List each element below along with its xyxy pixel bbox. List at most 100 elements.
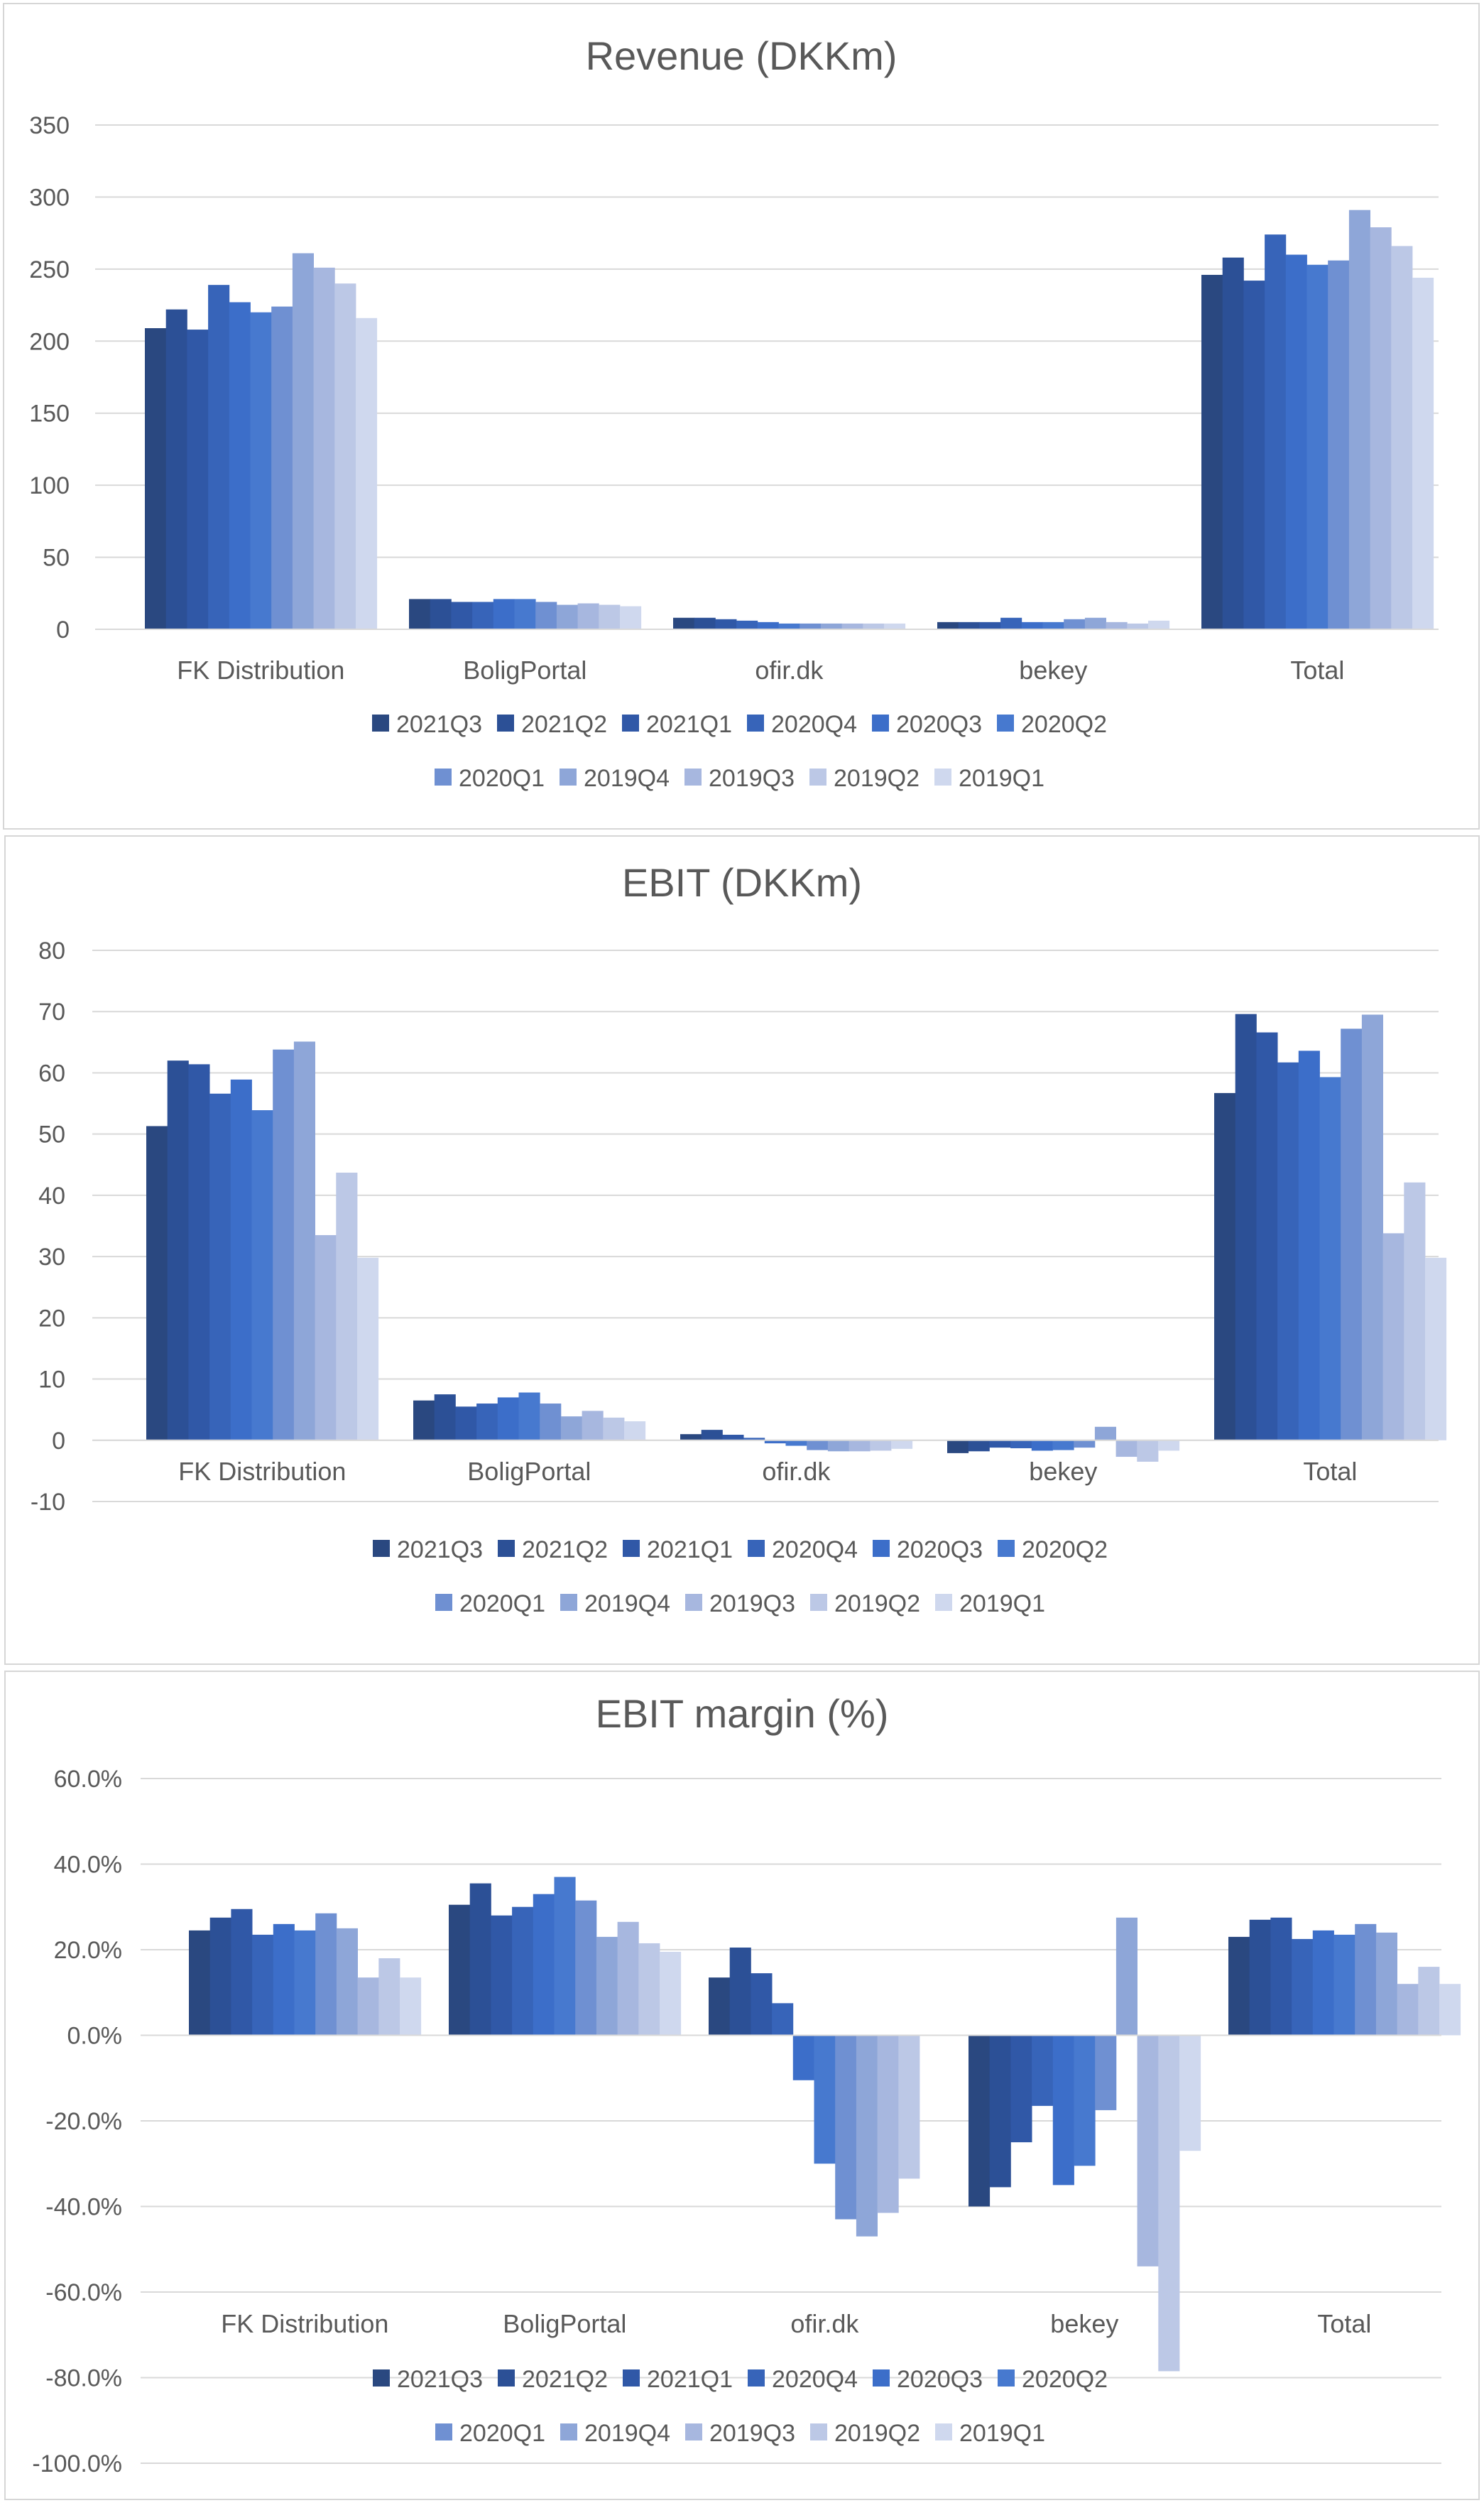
chart-title: Revenue (DKKm) <box>586 33 898 78</box>
bar-ofir-dk-2019Q3 <box>841 623 863 629</box>
bar-boligportal-2020Q4 <box>512 1906 534 2036</box>
bar-fk-distribution-2019Q2 <box>378 1958 400 2036</box>
bar-fk-distribution-2019Q2 <box>334 283 356 629</box>
bar-fk-distribution-2021Q2 <box>167 1060 189 1440</box>
bar-fk-distribution-2019Q3 <box>313 267 335 629</box>
bar-boligportal-2021Q2 <box>434 1394 456 1440</box>
bar-bekey-2021Q3 <box>937 621 959 629</box>
legend-item-2021Q1: 2021Q1 <box>623 1536 733 1563</box>
y-tick-label: -60.0% <box>45 2279 122 2306</box>
bar-bekey-2020Q4 <box>1010 1440 1032 1448</box>
bar-total-2020Q2 <box>1319 1077 1341 1440</box>
bar-total-2021Q3 <box>1214 1092 1236 1440</box>
bar-fk-distribution-2021Q3 <box>146 1126 168 1440</box>
bar-ofir-dk-2020Q2 <box>778 623 800 629</box>
y-tick-label: 350 <box>29 112 70 139</box>
legend-swatch <box>935 1594 952 1611</box>
legend-swatch <box>373 2369 390 2387</box>
bar-ofir-dk-2019Q3 <box>877 2035 899 2213</box>
legend-swatch <box>498 2369 515 2387</box>
bar-total-2019Q4 <box>1361 1014 1383 1440</box>
y-tick-label: 80 <box>38 938 65 965</box>
bar-bekey-2021Q1 <box>979 621 1001 629</box>
bar-total-2020Q4 <box>1277 1062 1299 1440</box>
legend-label: 2021Q2 <box>522 1536 608 1563</box>
bar-fk-distribution-2020Q3 <box>230 1079 252 1440</box>
bar-fk-distribution-2019Q2 <box>336 1172 358 1440</box>
category-label: Total <box>1303 1457 1357 1486</box>
bar-ofir-dk-2021Q3 <box>680 1434 702 1440</box>
y-tick-label: 0 <box>56 617 70 644</box>
bar-fk-distribution-2019Q3 <box>315 1234 337 1440</box>
bar-bekey-2019Q2 <box>1158 2035 1180 2372</box>
category-label: ofir.dk <box>755 656 824 685</box>
legend-item-2019Q3: 2019Q3 <box>685 2420 795 2447</box>
bar-ofir-dk-2020Q2 <box>814 2035 836 2164</box>
legend-label: 2020Q3 <box>897 2366 983 2393</box>
legend-swatch <box>372 715 389 732</box>
bar-boligportal-2019Q2 <box>603 1417 625 1440</box>
legend-label: 2019Q2 <box>834 2420 920 2447</box>
legend-label: 2020Q1 <box>459 2420 545 2447</box>
bar-total-2020Q3 <box>1285 254 1307 630</box>
bar-ofir-dk-2019Q1 <box>884 623 906 629</box>
bar-boligportal-2020Q1 <box>575 1900 597 2036</box>
legend-label: 2021Q2 <box>522 2366 608 2393</box>
legend-item-2021Q2: 2021Q2 <box>498 2366 608 2393</box>
bar-ofir-dk-2019Q2 <box>898 2035 920 2179</box>
bar-bekey-2020Q1 <box>1095 2035 1117 2110</box>
y-tick-label: 50 <box>38 1122 65 1149</box>
bar-fk-distribution-2019Q4 <box>292 253 314 629</box>
bar-boligportal-2021Q1 <box>451 602 473 629</box>
legend-item-2020Q1: 2020Q1 <box>435 2420 545 2447</box>
bar-ofir-dk-2021Q2 <box>729 1947 751 2036</box>
legend-item-2020Q4: 2020Q4 <box>748 2366 858 2393</box>
bar-fk-distribution-2019Q1 <box>357 1257 379 1440</box>
bar-total-2019Q3 <box>1370 227 1392 629</box>
bar-boligportal-2019Q2 <box>599 604 621 629</box>
legend-label: 2019Q2 <box>834 1590 920 1617</box>
y-tick-label: 40 <box>38 1183 65 1210</box>
bar-fk-distribution-2019Q1 <box>356 317 378 629</box>
y-tick-label: 0 <box>52 1428 65 1455</box>
legend-label: 2021Q3 <box>396 711 482 738</box>
bar-total-2019Q4 <box>1348 210 1370 630</box>
category-label: BoligPortal <box>463 656 586 685</box>
legend-swatch <box>623 1540 640 1557</box>
legend-label: 2021Q1 <box>647 2366 733 2393</box>
legend-item-2020Q3: 2020Q3 <box>872 711 982 738</box>
bar-total-2019Q2 <box>1418 1967 1440 2036</box>
bar-fk-distribution-2020Q4 <box>209 1093 231 1440</box>
legend-label: 2019Q4 <box>584 1590 670 1617</box>
y-tick-label: 20 <box>38 1305 65 1332</box>
legend-label: 2021Q2 <box>521 711 607 738</box>
bar-boligportal-2020Q3 <box>497 1397 519 1440</box>
bar-bekey-2019Q1 <box>1148 620 1170 629</box>
legend-label: 2020Q3 <box>896 711 982 738</box>
legend-swatch <box>809 769 826 786</box>
legend-item-2019Q2: 2019Q2 <box>809 765 920 792</box>
legend-item-2021Q3: 2021Q3 <box>373 2366 483 2393</box>
legend-item-2020Q4: 2020Q4 <box>748 1536 858 1563</box>
bar-total-2020Q3 <box>1298 1050 1320 1440</box>
bar-bekey-2020Q1 <box>1074 1440 1096 1448</box>
category-label: FK Distribution <box>177 656 344 685</box>
bar-fk-distribution-2021Q2 <box>209 1917 231 2036</box>
legend-item-2020Q3: 2020Q3 <box>873 1536 983 1563</box>
legend-label: 2019Q1 <box>959 765 1044 792</box>
y-tick-label: 40.0% <box>54 1852 122 1879</box>
bar-boligportal-2020Q2 <box>518 1392 540 1440</box>
legend-label: 2020Q3 <box>897 1536 983 1563</box>
bar-bekey-2020Q2 <box>1074 2035 1096 2166</box>
bar-bekey-2019Q4 <box>1094 1426 1116 1440</box>
bar-boligportal-2019Q3 <box>582 1411 604 1440</box>
legend-item-2019Q1: 2019Q1 <box>934 765 1044 792</box>
bar-ofir-dk-2021Q3 <box>709 1977 731 2036</box>
legend-label: 2020Q2 <box>1022 2366 1108 2393</box>
bar-boligportal-2020Q1 <box>535 602 557 629</box>
legend-swatch <box>997 715 1014 732</box>
legend-item-2020Q2: 2020Q2 <box>998 1536 1108 1563</box>
bar-ofir-dk-2019Q2 <box>863 623 885 629</box>
bar-total-2019Q1 <box>1439 1984 1461 2036</box>
bar-fk-distribution-2019Q4 <box>336 1928 358 2036</box>
